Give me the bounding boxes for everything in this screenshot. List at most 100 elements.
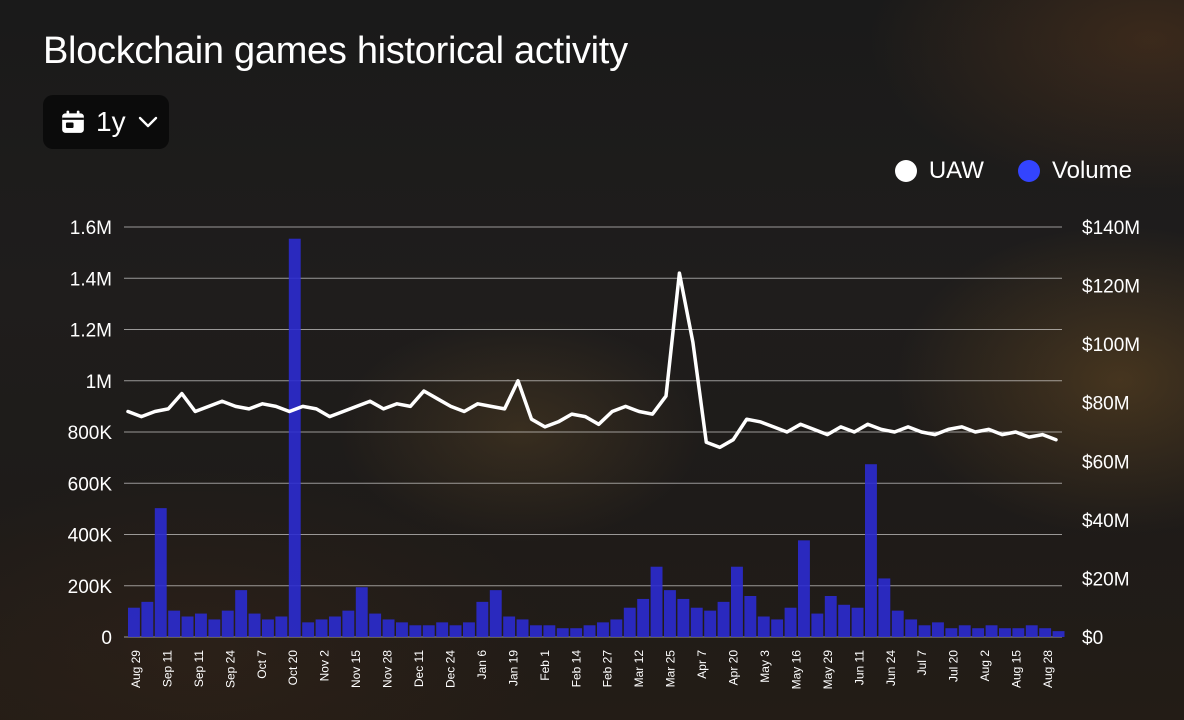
volume-bar (664, 590, 676, 637)
volume-bar (838, 604, 851, 637)
x-axis-tick-label: Nov 28 (381, 650, 395, 688)
volume-bar (918, 625, 931, 637)
x-axis-tick-label: Nov 2 (318, 650, 332, 682)
x-axis-tick-label: Aug 29 (129, 650, 143, 688)
volume-bar (235, 590, 248, 637)
volume-bar (677, 598, 690, 637)
volume-bar (744, 596, 757, 637)
x-axis-tick-label: Feb 27 (601, 650, 615, 688)
volume-bar (530, 625, 542, 637)
legend-volume-marker (1017, 160, 1040, 182)
volume-bar (409, 625, 422, 637)
x-axis-tick-label: Aug 15 (1010, 650, 1024, 688)
right-axis-tick-label: $40M (1082, 511, 1130, 532)
x-axis-tick-label: Jan 6 (475, 650, 489, 680)
volume-bar (771, 619, 784, 637)
left-axis-tick-label: 200K (68, 577, 113, 598)
volume-bar (958, 625, 971, 637)
x-axis-tick-label: Oct 7 (255, 650, 269, 679)
right-axis-tick-label: $80M (1082, 394, 1130, 415)
x-axis-tick-label: Jul 7 (915, 650, 929, 676)
left-axis-tick-label: 1.4M (70, 269, 112, 290)
x-axis-tick-label: Dec 24 (443, 650, 457, 688)
x-axis-tick-label: Jun 24 (884, 650, 898, 686)
volume-bar (342, 610, 355, 637)
left-axis-tick-label: 0 (101, 628, 112, 649)
legend-item-volume[interactable]: Volume (1017, 157, 1132, 185)
volume-bar (731, 566, 743, 637)
x-axis-tick-label: May 3 (758, 650, 772, 683)
x-axis-tick-label: Mar 25 (664, 650, 678, 688)
uaw-line (126, 271, 1058, 450)
volume-bar (1052, 631, 1065, 637)
x-axis-tick-label: Apr 7 (695, 650, 709, 679)
volume-bar (489, 590, 502, 637)
volume-bar (865, 464, 877, 637)
x-axis-tick-label: Aug 2 (978, 650, 992, 682)
volume-bar (717, 601, 730, 637)
volume-bar (905, 619, 918, 637)
chart-legend: UAW Volume (894, 157, 1132, 185)
volume-bar (262, 619, 274, 637)
legend-uaw-label: UAW (928, 157, 984, 184)
time-range-dropdown[interactable]: 1y (43, 95, 169, 149)
volume-bar (650, 566, 663, 637)
volume-bar (623, 607, 636, 637)
volume-bar (556, 628, 569, 637)
legend-item-uaw[interactable]: UAW (894, 157, 984, 185)
x-axis-tick-label: Oct 20 (286, 650, 300, 686)
right-axis-tick-label: $0 (1082, 628, 1103, 649)
volume-bar (288, 238, 301, 637)
volume-bar (784, 607, 797, 637)
volume-bar (128, 607, 140, 637)
volume-bar (811, 613, 824, 637)
volume-bar (436, 622, 449, 637)
volume-bar (315, 619, 328, 637)
volume-bar (824, 596, 837, 637)
volume-bar (690, 607, 703, 637)
volume-bar (610, 619, 623, 637)
volume-bar (597, 622, 609, 637)
volume-bar (878, 578, 891, 637)
volume-bar (396, 622, 408, 637)
volume-bar (503, 616, 516, 637)
volume-bar (422, 625, 435, 637)
page-title: Blockchain games historical activity (43, 30, 628, 72)
volume-bar (932, 622, 944, 637)
left-axis-tick-label: 800K (68, 423, 113, 444)
x-axis-tick-label: Jul 20 (947, 650, 961, 682)
volume-bar (208, 619, 221, 637)
volume-bar (637, 598, 650, 637)
x-axis-tick-label: Sep 24 (223, 650, 237, 688)
volume-bar (302, 622, 315, 637)
volume-bar (945, 628, 958, 637)
volume-bar (195, 613, 207, 637)
volume-bar (999, 628, 1011, 637)
volume-bar (449, 625, 462, 637)
volume-bar (851, 607, 864, 637)
x-axis-tick-label: Sep 11 (192, 650, 206, 687)
volume-bar (221, 610, 234, 637)
volume-bar (798, 540, 810, 637)
x-axis-tick-label: Jun 11 (852, 650, 866, 685)
x-axis-tick-label: Apr 20 (727, 650, 741, 686)
volume-bar (329, 616, 341, 637)
volume-bar (985, 625, 998, 637)
right-axis-tick-label: $20M (1082, 569, 1130, 590)
volume-bar (891, 610, 904, 637)
volume-bar (382, 619, 395, 637)
x-axis-tick-label: Dec 11 (412, 650, 426, 687)
x-axis-tick-label: Aug 28 (1041, 650, 1055, 688)
x-axis-tick-label: Jan 19 (506, 650, 520, 686)
volume-bar (154, 508, 167, 637)
volume-bar (355, 587, 368, 637)
volume-bar (168, 610, 181, 637)
chevron-down-icon (138, 116, 157, 128)
left-axis-tick-label: 1.2M (70, 321, 112, 342)
volume-bar (181, 616, 194, 637)
right-axis-tick-label: $100M (1082, 335, 1140, 356)
time-range-value: 1y (96, 106, 126, 137)
volume-bar (516, 619, 529, 637)
volume-bar (583, 625, 596, 637)
